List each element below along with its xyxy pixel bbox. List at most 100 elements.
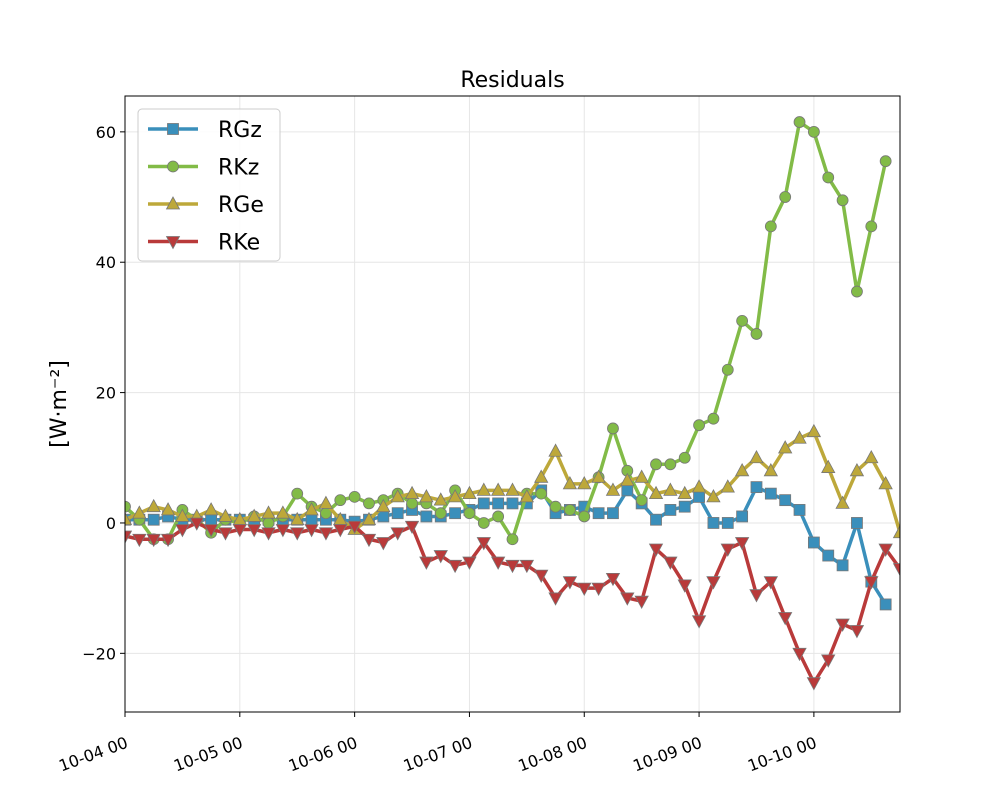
data-point [620,472,635,486]
data-point [390,527,405,541]
data-point [433,492,448,506]
data-point [749,449,764,464]
data-point [291,487,304,500]
data-point [691,479,707,493]
data-point [691,615,707,629]
data-point [562,476,578,490]
data-point [792,647,807,662]
data-point [175,524,190,538]
data-point [261,505,276,519]
data-point [232,524,247,538]
data-point [706,576,721,590]
data-point [749,589,764,603]
data-point [348,490,361,503]
data-point [851,285,863,298]
data-point [519,489,535,503]
data-point [707,517,720,529]
data-point [189,517,204,531]
chart-title: Residuals [460,68,564,93]
data-point [492,497,505,510]
data-point [205,513,218,526]
data-point [634,595,649,610]
data-point [693,490,705,503]
data-point [778,612,793,626]
data-point [548,443,563,457]
data-point [822,549,835,562]
data-point [806,677,822,691]
data-point [132,533,147,548]
data-point [476,537,491,551]
data-point [892,563,900,577]
data-point [764,220,777,233]
data-point [720,479,735,493]
data-point [577,582,592,596]
data-point [549,500,562,513]
data-point [447,489,463,503]
data-point [132,505,147,519]
series-layer [125,116,900,691]
data-point [577,476,592,490]
data-point [290,511,305,526]
data-point [275,505,291,519]
legend-item-rge: RGe [148,193,264,218]
data-point [879,598,892,611]
data-point [477,517,490,529]
data-point [764,487,777,500]
y-tick-label: 20 [96,384,116,403]
x-tick-label: 10-09 00 [630,733,704,775]
data-point [650,513,662,526]
data-point [591,469,606,483]
data-point [648,485,664,500]
data-point [648,543,664,557]
data-point [433,550,448,564]
data-point [778,440,793,454]
data-point [160,502,176,516]
series-rge [125,423,900,539]
data-point [806,423,822,438]
data-point [246,508,262,522]
data-point [490,482,506,496]
legend-box [137,108,281,262]
data-point [750,481,763,494]
data-point [763,576,779,590]
data-point [678,451,691,464]
data-point [167,160,179,173]
data-point [677,485,692,500]
data-point [165,196,181,210]
data-point [203,502,219,516]
data-point [377,510,390,523]
data-point [490,556,506,570]
data-point [864,576,879,590]
series-line [125,521,900,685]
data-point [261,527,276,541]
series-rke [125,517,900,691]
data-point [246,524,262,538]
data-point [878,476,893,490]
plot-frame [124,95,901,713]
data-point [333,524,348,538]
data-point [376,537,391,551]
data-point [677,579,692,593]
data-point [591,582,606,596]
data-point [892,524,900,539]
data-point [821,459,836,473]
legend-label: RKz [218,156,259,181]
x-tick-label: 10-05 00 [171,733,245,775]
data-point [361,533,377,548]
data-point [305,513,318,526]
data-point [821,654,836,668]
data-point [663,482,678,496]
data-point [304,502,319,516]
data-point [390,489,405,503]
data-point [835,495,850,509]
data-point [807,125,820,138]
data-point [404,520,420,535]
data-point [793,116,806,128]
data-point [419,489,434,503]
data-point [836,559,849,572]
data-point [621,484,634,497]
data-point [763,462,779,477]
data-point [534,569,549,583]
data-point [707,412,720,425]
y-tick-label: 0 [106,514,116,533]
